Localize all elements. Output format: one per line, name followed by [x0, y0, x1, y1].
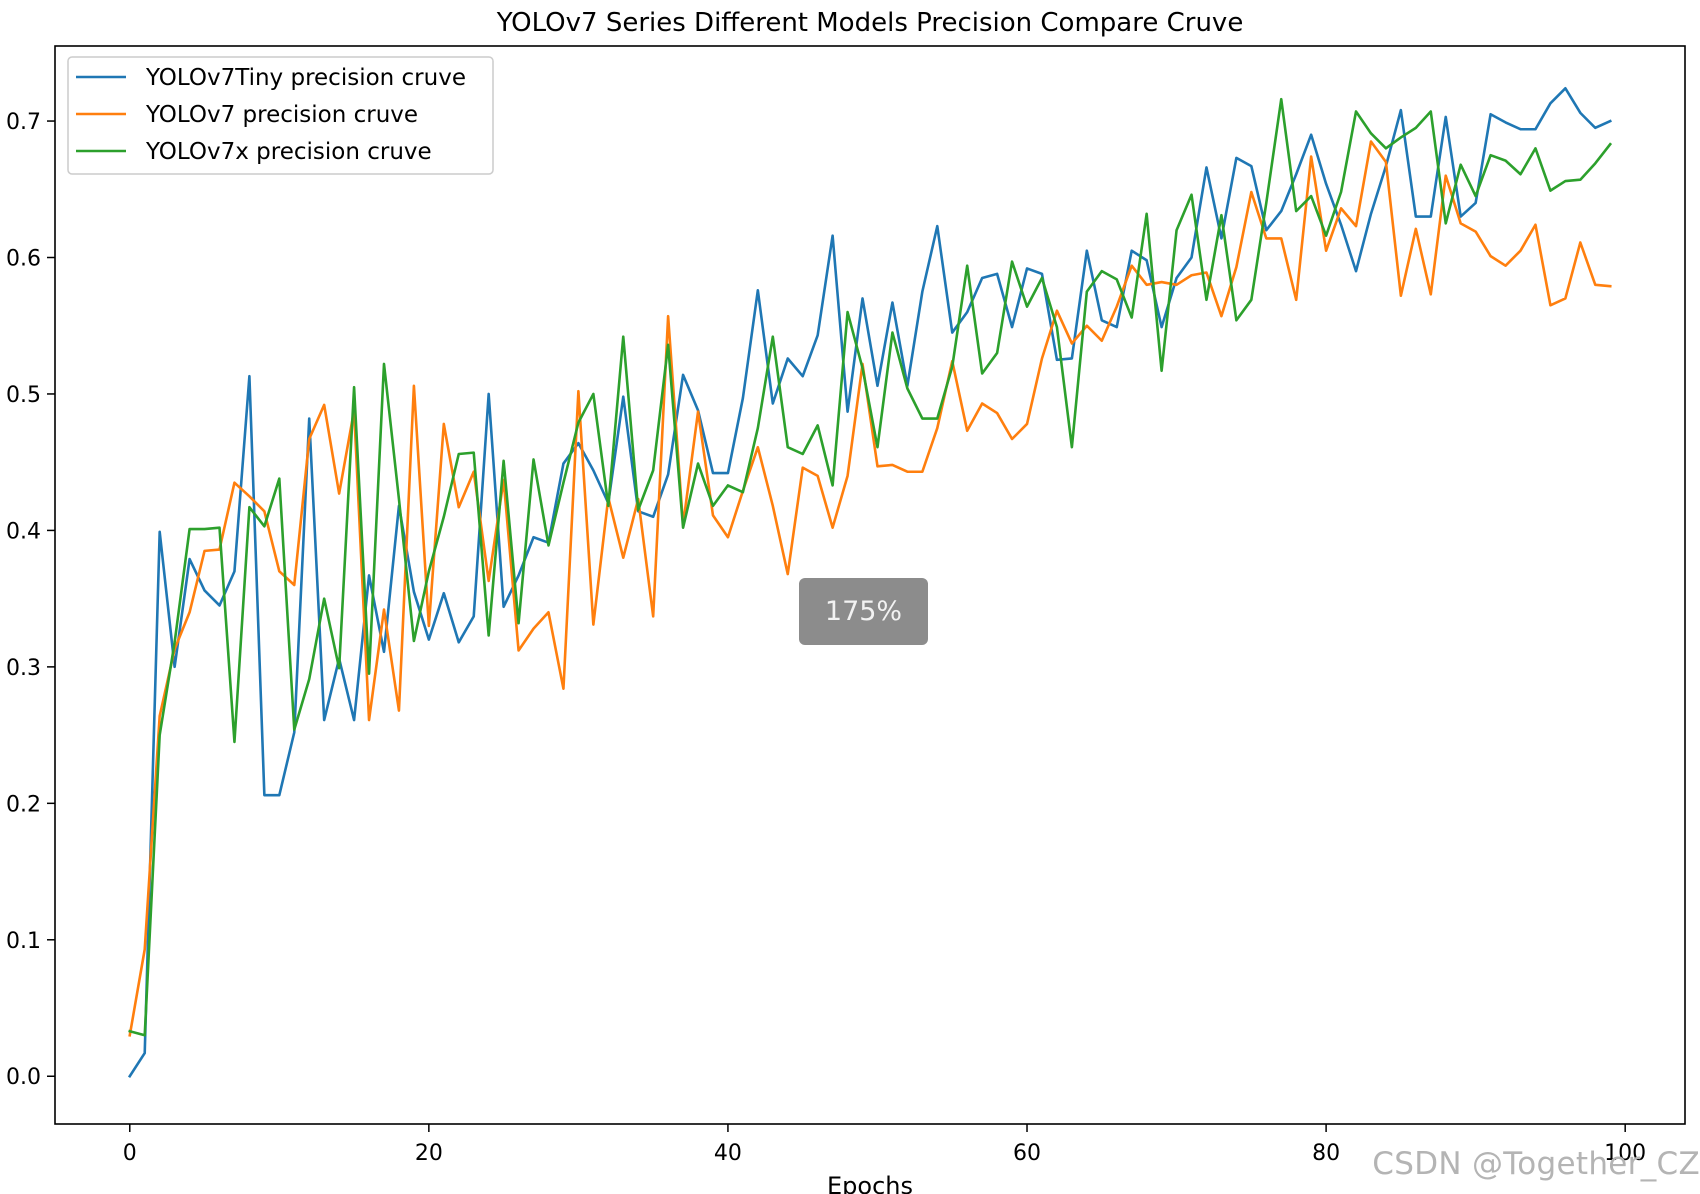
series-line-1 [128, 140, 1612, 1037]
y-tick-label: 0.7 [6, 110, 41, 135]
y-axis-ticks: 0.0 0.1 0.2 0.3 0.4 0.5 0.6 0.7 [6, 110, 55, 1090]
legend-label-0: YOLOv7Tiny precision cruve [145, 65, 466, 91]
x-tick-label: 40 [714, 1141, 742, 1166]
chart-title: YOLOv7 Series Different Models Precision… [496, 8, 1244, 38]
x-axis-label: Epochs [827, 1172, 913, 1194]
legend-label-1: YOLOv7 precision cruve [145, 102, 418, 128]
legend-box [67, 56, 494, 175]
watermark-text: CSDN @Together_CZ [1372, 1146, 1700, 1182]
zoom-level-badge: 175% [799, 578, 928, 645]
x-tick-label: 0 [123, 1141, 137, 1166]
x-axis-ticks: 0 20 40 60 80 100 [123, 1124, 1646, 1166]
series-line-2 [128, 97, 1613, 1037]
plot-area [54, 45, 1686, 1125]
x-tick-label: 100 [1604, 1141, 1646, 1166]
legend-label-2: YOLOv7x precision cruve [145, 139, 432, 165]
y-tick-label: 0.0 [6, 1065, 41, 1090]
y-tick-label: 0.4 [6, 519, 41, 544]
y-tick-label: 0.2 [6, 792, 41, 817]
x-tick-label: 80 [1312, 1141, 1340, 1166]
x-tick-label: 20 [415, 1141, 443, 1166]
legend: YOLOv7Tiny precision cruve YOLOv7 precisi… [67, 56, 494, 175]
y-tick-label: 0.3 [6, 656, 41, 681]
y-tick-label: 0.5 [6, 383, 41, 408]
series-lines [127, 87, 1613, 1079]
y-tick-label: 0.6 [6, 247, 41, 272]
y-tick-label: 0.1 [6, 929, 41, 954]
x-tick-label: 60 [1013, 1141, 1041, 1166]
series-line-0 [127, 87, 1612, 1079]
